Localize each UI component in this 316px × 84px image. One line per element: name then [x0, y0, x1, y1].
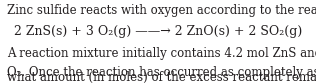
- Text: Zinc sulfide reacts with oxygen according to the reaction:: Zinc sulfide reacts with oxygen accordin…: [7, 4, 316, 17]
- Text: A reaction mixture initially contains 4.2 mol ZnS and 6.8 mol: A reaction mixture initially contains 4.…: [7, 47, 316, 60]
- Text: 2 ZnS(s) + 3 O₂(g) ——→ 2 ZnO(s) + 2 SO₂(g): 2 ZnS(s) + 3 O₂(g) ——→ 2 ZnO(s) + 2 SO₂(…: [14, 25, 302, 38]
- Text: what amount (in moles) of the excess reactant remains?: what amount (in moles) of the excess rea…: [7, 71, 316, 84]
- Text: O₂. Once the reaction has occurred as completely as possible,: O₂. Once the reaction has occurred as co…: [7, 66, 316, 79]
